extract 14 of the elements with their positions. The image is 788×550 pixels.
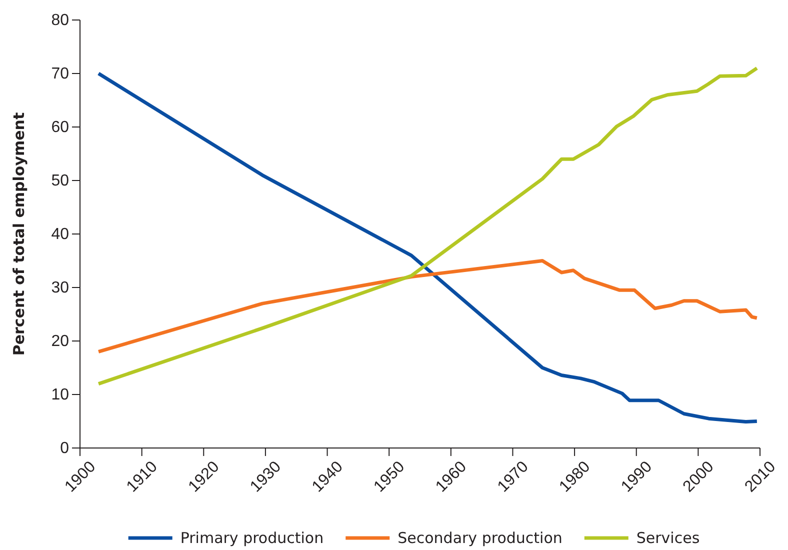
y-tick-label: 70 [51,66,70,83]
y-axis-title: Percent of total employment [10,112,28,356]
y-tick-label: 10 [51,386,70,404]
y-tick-label: 80 [51,12,70,30]
legend-label: Services [636,529,700,547]
line-series [96,259,759,354]
legend-label: Secondary production [398,529,562,547]
y-tick-label: 20 [51,333,70,350]
y-tick-label: 50 [51,172,70,190]
y-tick-label: 30 [51,280,70,297]
y-tick-label: 60 [51,119,70,136]
y-tick-label: 40 [51,226,70,244]
y-tick-label: 0 [60,440,70,458]
legend-label: Primary production [180,529,324,547]
